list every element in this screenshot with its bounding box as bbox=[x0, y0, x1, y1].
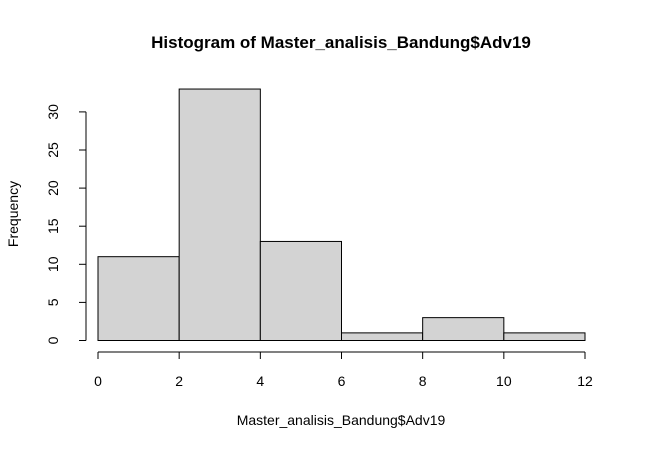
x-tick-label: 2 bbox=[175, 373, 183, 389]
y-tick-label: 0 bbox=[45, 336, 61, 344]
y-tick-label: 10 bbox=[45, 256, 61, 272]
histogram-bar bbox=[178, 88, 261, 342]
y-tick-label: 5 bbox=[45, 298, 61, 306]
y-axis: 0 5 10 15 20 25 30 bbox=[45, 104, 87, 344]
y-axis-label: Frequency bbox=[5, 181, 21, 247]
x-axis: 0 2 4 6 8 10 12 bbox=[94, 351, 593, 389]
y-tick-label: 15 bbox=[45, 218, 61, 234]
histogram-bar bbox=[97, 256, 180, 341]
chart-title: Histogram of Master_analisis_Bandung$Adv… bbox=[151, 33, 531, 52]
y-tick-label: 30 bbox=[45, 104, 61, 120]
histogram-bar bbox=[259, 240, 343, 341]
x-tick-label: 6 bbox=[338, 373, 346, 389]
x-tick-label: 10 bbox=[496, 373, 512, 389]
y-tick-label: 25 bbox=[45, 142, 61, 158]
histogram-bar bbox=[341, 332, 424, 342]
x-tick-label: 8 bbox=[419, 373, 427, 389]
x-tick-label: 4 bbox=[256, 373, 264, 389]
x-tick-label: 12 bbox=[577, 373, 593, 389]
bars-group bbox=[97, 88, 586, 342]
histogram-bar bbox=[503, 332, 586, 342]
x-axis-label: Master_analisis_Bandung$Adv19 bbox=[237, 412, 446, 428]
y-tick-label: 20 bbox=[45, 180, 61, 196]
histogram-bar bbox=[422, 317, 505, 342]
x-tick-label: 0 bbox=[94, 373, 102, 389]
